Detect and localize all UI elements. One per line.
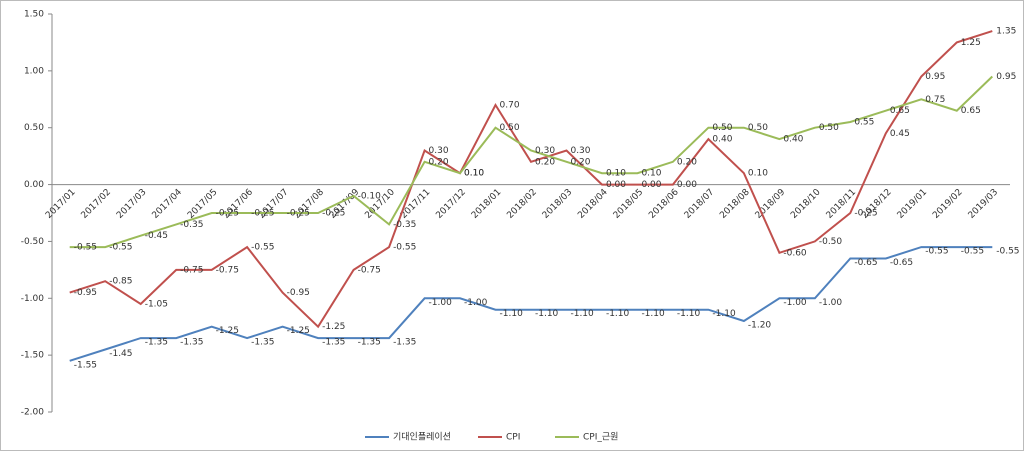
data-label: -1.35	[145, 338, 168, 348]
data-label: -0.25	[216, 209, 239, 219]
data-label: 0.95	[925, 72, 945, 82]
data-label: 1.35	[996, 27, 1016, 37]
data-label: -0.25	[322, 209, 345, 219]
data-label: 0.30	[429, 146, 449, 156]
series-line	[69, 30, 993, 329]
y-tick-label: -1.00	[21, 294, 45, 304]
data-label: 0.50	[712, 123, 732, 133]
data-label: -0.55	[251, 243, 274, 253]
data-label: -1.25	[287, 326, 310, 336]
legend-label: CPI	[506, 433, 520, 443]
y-tick-label: -0.50	[21, 237, 45, 247]
data-label: -0.50	[819, 237, 843, 247]
data-label: -1.00	[783, 298, 807, 308]
data-label: -0.95	[287, 288, 310, 298]
data-label: -0.75	[180, 265, 203, 275]
data-label: 0.45	[890, 129, 910, 139]
data-label: -0.65	[890, 258, 913, 268]
data-label: -1.55	[74, 360, 97, 370]
series-line	[69, 246, 993, 362]
data-label: -0.25	[251, 209, 274, 219]
data-label: 0.00	[677, 180, 697, 190]
y-tick-label: 1.50	[24, 10, 44, 20]
data-label: 0.00	[641, 180, 661, 190]
data-label: -0.55	[393, 243, 416, 253]
data-label: 0.65	[890, 106, 910, 116]
data-label: -0.35	[180, 220, 203, 230]
data-label: -1.35	[251, 338, 274, 348]
data-label: -0.10	[358, 191, 382, 201]
data-label: -1.10	[677, 309, 701, 319]
y-tick-label: 1.00	[24, 66, 44, 76]
data-label: -1.10	[500, 309, 524, 319]
data-label: 0.10	[748, 169, 768, 179]
data-label: -1.35	[180, 338, 203, 348]
data-label: 0.20	[677, 157, 697, 167]
data-label: 0.75	[925, 95, 945, 105]
data-label: -0.45	[145, 231, 168, 241]
data-label: -0.75	[358, 265, 381, 275]
data-label: -0.85	[109, 277, 132, 287]
data-label: -1.05	[145, 299, 168, 309]
data-label: -1.35	[393, 338, 416, 348]
data-label: 0.40	[712, 135, 732, 145]
data-label: -0.55	[925, 247, 948, 257]
data-label: -0.35	[393, 220, 416, 230]
data-label: 0.10	[464, 169, 484, 179]
data-label: -1.00	[464, 298, 488, 308]
data-label: 0.55	[854, 118, 874, 128]
data-label: 0.70	[500, 100, 520, 110]
data-label: -1.45	[109, 349, 132, 359]
data-label: -1.25	[322, 322, 345, 332]
data-label: 0.20	[429, 157, 449, 167]
y-tick-label: -2.00	[21, 408, 45, 418]
data-label: 0.50	[748, 123, 768, 133]
data-label: -1.00	[429, 298, 453, 308]
data-label: 0.10	[641, 169, 661, 179]
data-label: -0.75	[216, 265, 239, 275]
data-label: -0.55	[74, 243, 97, 253]
data-label: 0.30	[570, 146, 590, 156]
data-label: 0.50	[819, 123, 839, 133]
data-label: -1.35	[322, 338, 345, 348]
data-label: -0.65	[854, 258, 877, 268]
data-label: -1.10	[606, 309, 630, 319]
series-line	[69, 75, 993, 249]
data-label: -0.55	[996, 247, 1019, 257]
data-label: -0.25	[854, 209, 877, 219]
data-label: -1.35	[358, 338, 381, 348]
data-label: -1.10	[535, 309, 559, 319]
data-label: 0.10	[464, 169, 484, 179]
data-label: -1.10	[712, 309, 736, 319]
legend-label: 기대인플레이션	[393, 432, 451, 443]
data-label: 0.00	[606, 180, 626, 190]
data-label: 1.25	[961, 38, 981, 48]
data-label: 0.10	[606, 169, 626, 179]
data-label: 0.20	[535, 157, 555, 167]
data-label: -1.00	[819, 298, 843, 308]
data-label: 0.65	[961, 106, 981, 116]
data-label: 0.50	[500, 123, 520, 133]
data-label: -1.25	[216, 326, 239, 336]
data-label: 0.95	[996, 72, 1016, 82]
data-label: -1.10	[570, 309, 594, 319]
data-label: -0.60	[783, 248, 807, 258]
data-label: -0.95	[74, 288, 97, 298]
y-tick-label: -1.50	[21, 351, 45, 361]
data-label: -0.55	[109, 243, 132, 253]
data-label: 0.20	[570, 157, 590, 167]
data-label: -1.20	[748, 321, 772, 331]
data-label: 0.30	[535, 146, 555, 156]
y-tick-label: 0.00	[24, 180, 44, 190]
data-label: -0.25	[287, 209, 310, 219]
legend-label: CPI_근원	[583, 432, 618, 443]
data-label: -1.10	[641, 309, 665, 319]
data-label: -0.55	[961, 247, 984, 257]
data-label: 0.40	[783, 135, 803, 145]
y-tick-label: 0.50	[24, 123, 44, 133]
